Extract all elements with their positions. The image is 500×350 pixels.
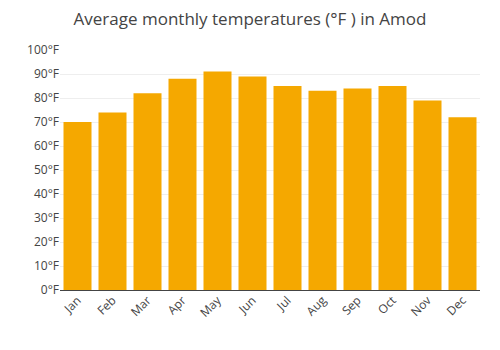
svg-text:30°F: 30°F <box>34 209 59 226</box>
svg-text:0°F: 0°F <box>41 281 59 298</box>
svg-text:60°F: 60°F <box>34 137 59 154</box>
svg-text:Dec: Dec <box>443 292 470 319</box>
svg-text:Mar: Mar <box>127 292 155 320</box>
svg-text:70°F: 70°F <box>34 113 59 130</box>
svg-text:Jan: Jan <box>60 292 85 317</box>
svg-text:10°F: 10°F <box>34 257 59 274</box>
svg-text:Jul: Jul <box>272 292 294 314</box>
svg-text:Average monthly temperatures (: Average monthly temperatures (°F ) in Am… <box>74 7 427 30</box>
svg-text:50°F: 50°F <box>34 161 59 178</box>
svg-text:90°F: 90°F <box>34 65 59 82</box>
svg-text:May: May <box>196 291 225 320</box>
svg-text:Feb: Feb <box>93 292 119 318</box>
svg-text:Sep: Sep <box>338 292 365 319</box>
svg-text:Aug: Aug <box>302 292 330 320</box>
svg-text:80°F: 80°F <box>34 89 59 106</box>
svg-text:100°F: 100°F <box>27 41 59 58</box>
svg-text:20°F: 20°F <box>34 233 59 250</box>
svg-text:Apr: Apr <box>164 292 190 318</box>
svg-text:Oct: Oct <box>374 292 400 318</box>
svg-text:Nov: Nov <box>407 292 435 320</box>
svg-text:Jun: Jun <box>234 292 259 317</box>
svg-text:40°F: 40°F <box>34 185 59 202</box>
